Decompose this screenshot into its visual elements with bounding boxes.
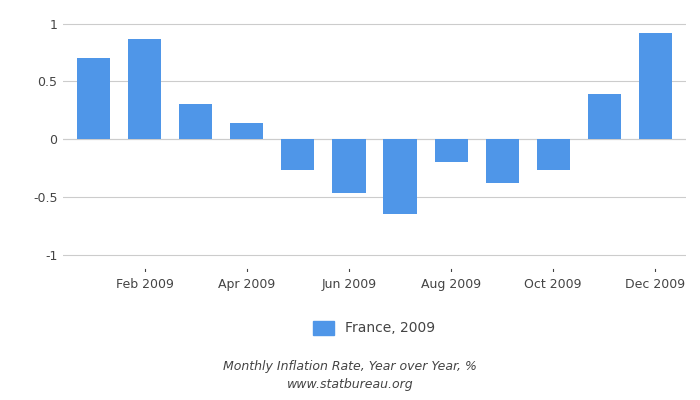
Text: www.statbureau.org: www.statbureau.org — [287, 378, 413, 391]
Bar — [639, 33, 672, 139]
Bar — [128, 38, 161, 139]
Bar — [77, 58, 110, 139]
Bar — [588, 94, 621, 139]
Bar — [230, 123, 263, 139]
Text: Monthly Inflation Rate, Year over Year, %: Monthly Inflation Rate, Year over Year, … — [223, 360, 477, 373]
Bar — [435, 139, 468, 162]
Bar — [486, 139, 519, 183]
Bar — [281, 139, 314, 170]
Bar — [384, 139, 416, 214]
Bar — [332, 139, 365, 194]
Bar — [179, 104, 212, 139]
Legend: France, 2009: France, 2009 — [314, 320, 435, 335]
Bar — [537, 139, 570, 170]
